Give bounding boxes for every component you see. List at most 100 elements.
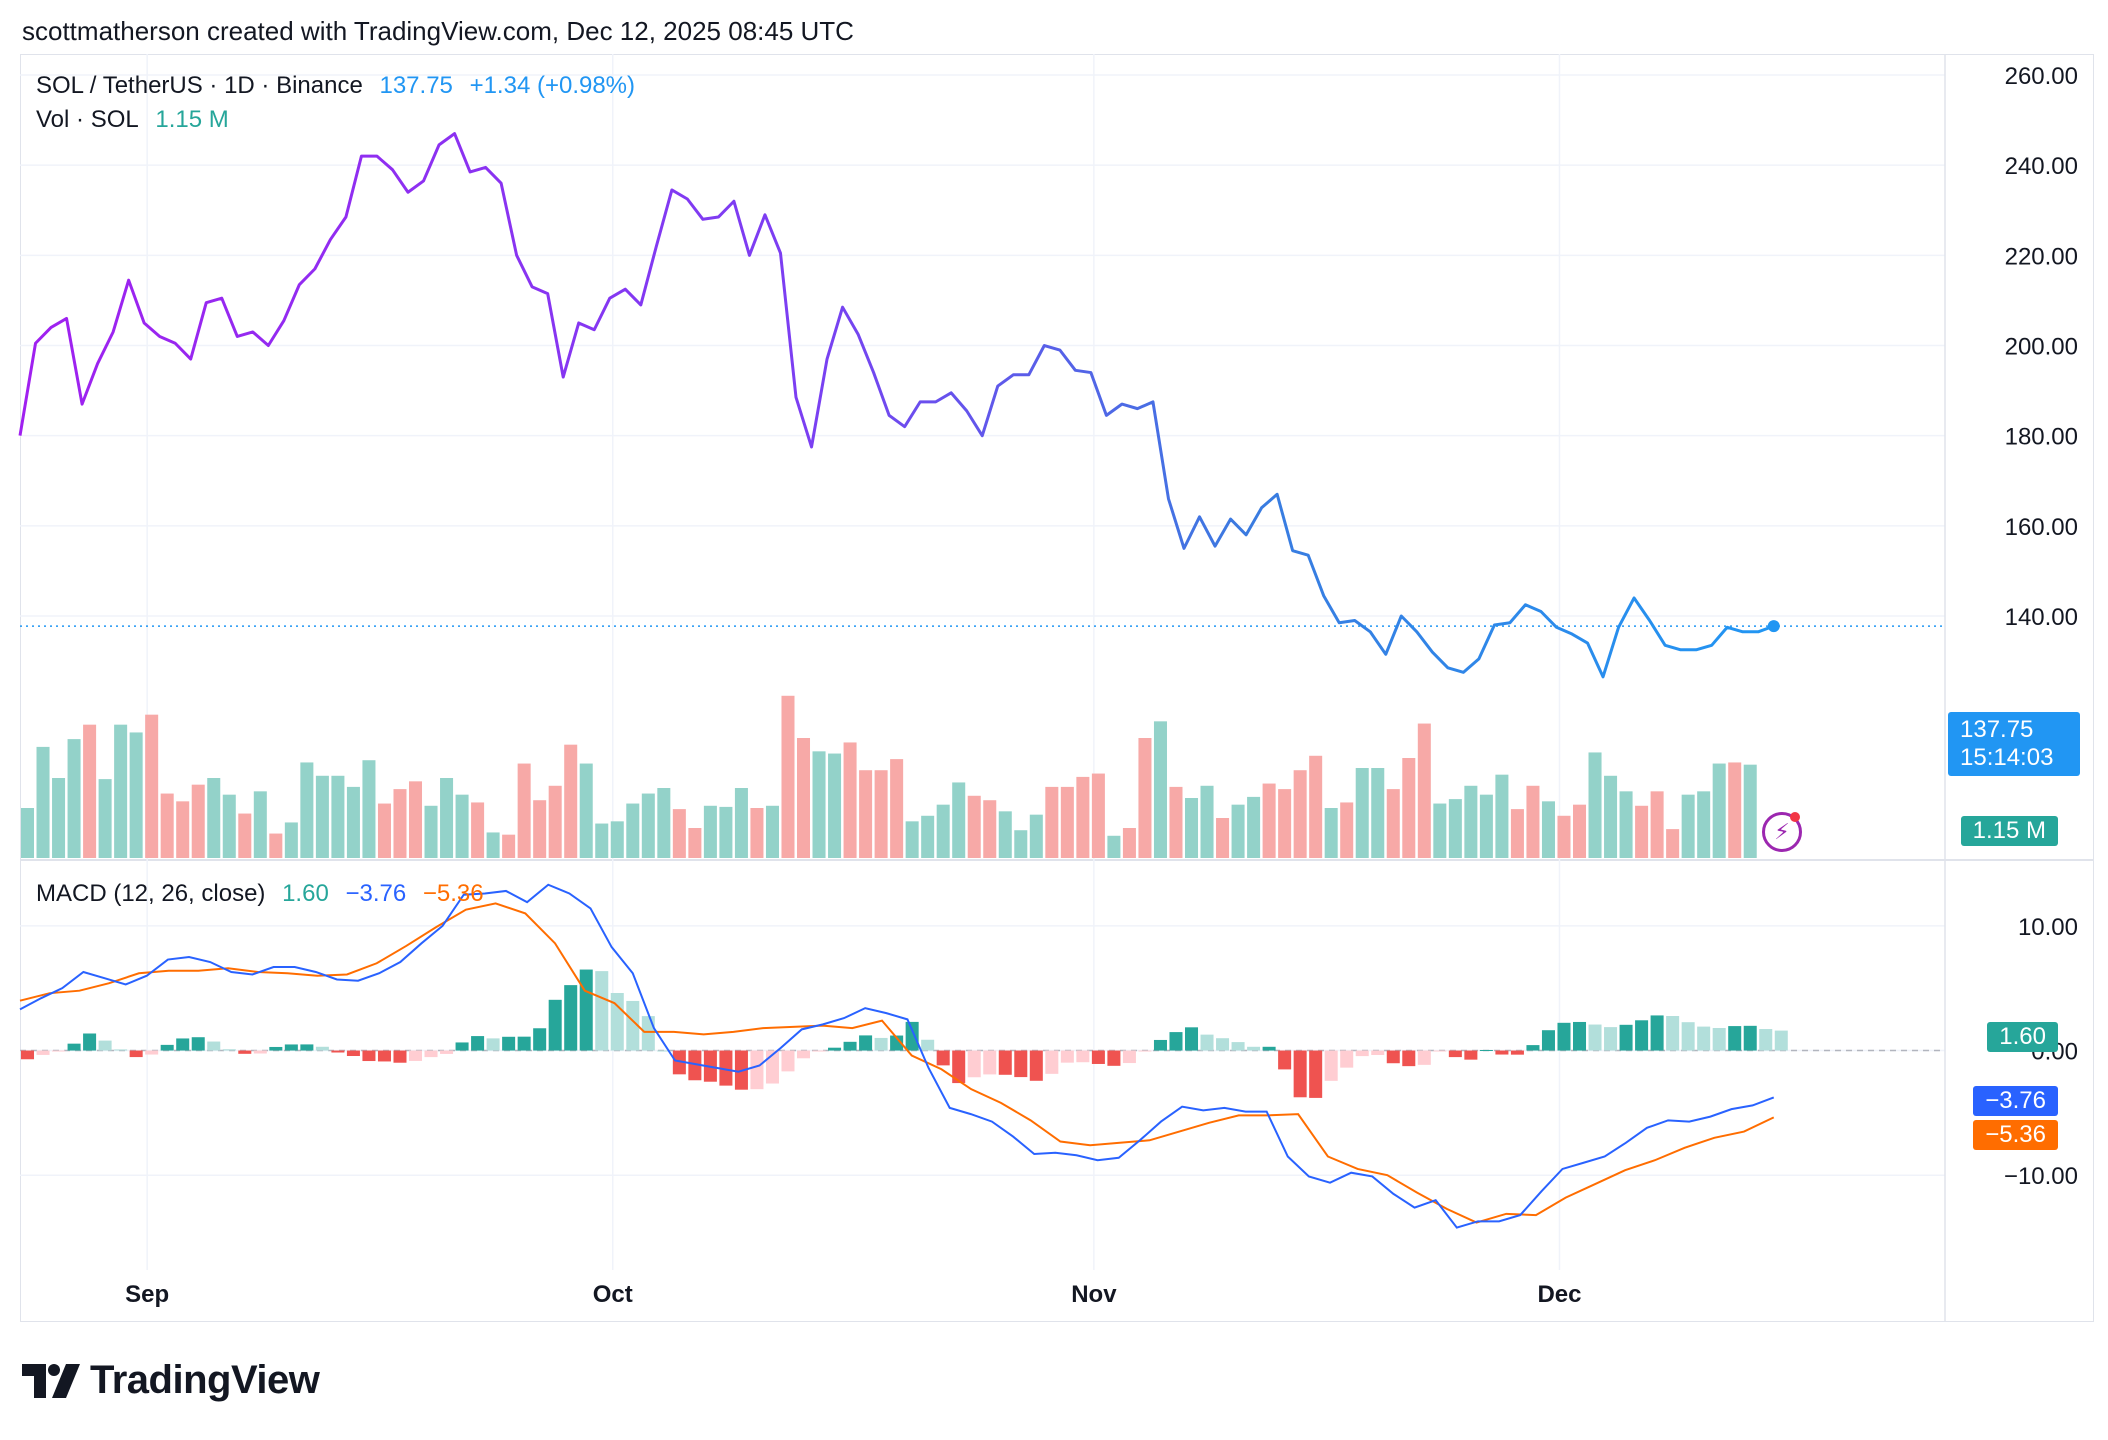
macd-histogram-bar: [983, 1050, 997, 1075]
macd-label: MACD (12, 26, close): [36, 880, 266, 907]
volume-label: Vol · SOL: [36, 106, 139, 133]
volume-bar: [579, 763, 593, 858]
macd-histogram-bar: [1045, 1050, 1059, 1074]
macd-histogram-bar: [1635, 1020, 1649, 1051]
macd-histogram-bar: [331, 1050, 345, 1053]
volume-bar: [564, 744, 578, 858]
macd-histogram-bar: [1231, 1042, 1245, 1051]
volume-bar: [1262, 783, 1276, 858]
volume-bar: [1231, 804, 1245, 858]
volume-bar: [765, 805, 779, 858]
macd-histogram-bar: [486, 1038, 500, 1051]
price-axis-tick: 240.00: [2005, 153, 2078, 180]
macd-histogram-bar: [750, 1050, 764, 1090]
macd-histogram-bar: [393, 1050, 407, 1063]
volume-bar: [905, 821, 919, 858]
volume-bar: [1216, 818, 1230, 858]
macd-histogram-bar: [1371, 1050, 1385, 1056]
volume-bar: [1479, 794, 1493, 858]
volume-bar: [1169, 786, 1183, 858]
macd-histogram-bar: [812, 1050, 826, 1052]
macd-histogram-bar: [1278, 1050, 1292, 1070]
macd-histogram-bar: [688, 1050, 702, 1081]
volume-bar: [1247, 796, 1261, 858]
volume-bar: [1743, 764, 1757, 858]
price-axis-tick: 160.00: [2005, 514, 2078, 541]
macd-histogram-bar: [952, 1050, 966, 1084]
volume-bar: [517, 763, 531, 858]
macd-histogram-bar: [1309, 1050, 1323, 1098]
volume-bar: [440, 778, 454, 858]
macd-histogram-bar: [1355, 1050, 1369, 1057]
macd-histogram-bar: [67, 1043, 81, 1051]
macd-histogram-bar: [300, 1044, 314, 1051]
tradingview-logo-icon: [22, 1363, 80, 1398]
macd-histogram-bar: [284, 1044, 298, 1051]
macd-histogram-bar: [1262, 1046, 1276, 1051]
lightning-icon[interactable]: ⚡: [1762, 812, 1802, 852]
price-axis-tick: 200.00: [2005, 334, 2078, 361]
volume-bar: [1619, 791, 1633, 858]
price-axis-tick: 140.00: [2005, 604, 2078, 631]
volume-bar: [998, 811, 1012, 858]
macd-histogram-bar: [1091, 1050, 1105, 1064]
tradingview-logo[interactable]: TradingView: [22, 1358, 320, 1403]
volume-bar: [1324, 808, 1338, 858]
macd-histogram-bar: [1293, 1050, 1307, 1098]
volume-bar: [952, 782, 966, 858]
volume-bar: [1355, 768, 1369, 858]
macd-histogram-bar: [362, 1050, 376, 1062]
volume-bar: [393, 789, 407, 858]
volume-bar: [269, 833, 283, 858]
volume-bar: [672, 809, 686, 858]
macd-histogram-bar: [1495, 1050, 1509, 1055]
macd-histogram-bar: [1681, 1022, 1695, 1051]
volume-bar: [52, 778, 66, 858]
volume-bar: [284, 822, 298, 858]
macd-histogram-bar: [1464, 1050, 1478, 1060]
volume-bar: [486, 832, 500, 858]
volume-bar: [1728, 762, 1742, 858]
macd-histogram-bar: [83, 1033, 97, 1051]
macd-histogram-bar: [455, 1042, 469, 1051]
volume-bar: [1278, 789, 1292, 858]
volume-bar: [874, 770, 888, 858]
volume-bar: [1495, 774, 1509, 858]
macd-histogram-bar: [1107, 1050, 1121, 1066]
volume-bar: [1200, 785, 1214, 858]
macd-histogram-bar: [843, 1041, 857, 1051]
macd-histogram-bar: [1433, 1050, 1447, 1052]
macd-histogram-bar: [1060, 1050, 1074, 1063]
volume-bar: [502, 834, 516, 858]
macd-histogram-bar: [874, 1037, 888, 1051]
volume-bar: [750, 808, 764, 858]
macd-histogram-bar: [114, 1049, 128, 1051]
macd-histogram-bar: [672, 1050, 686, 1075]
volume-bar: [734, 788, 748, 858]
macd-histogram-bar: [315, 1046, 329, 1051]
volume-bar: [1697, 791, 1711, 858]
volume-bar: [1340, 802, 1354, 858]
macd-histogram-bar: [626, 1000, 640, 1051]
symbol-label: SOL / TetherUS · 1D · Binance: [36, 72, 363, 99]
macd-histogram-bar: [1650, 1015, 1664, 1051]
price-series: [18, 132, 1945, 679]
volume-bar: [843, 742, 857, 858]
macd-histogram-bar: [1122, 1050, 1136, 1064]
macd-histogram-bar: [936, 1050, 950, 1066]
time-axis-tick: Dec: [1537, 1281, 1581, 1308]
price-value: 137.75: [379, 72, 453, 99]
volume-bar: [1293, 770, 1307, 858]
volume-bar: [1635, 805, 1649, 858]
volume-bar: [1185, 798, 1199, 858]
volume-bar: [222, 794, 236, 858]
volume-bar: [1666, 829, 1680, 858]
macd-histogram-bar: [1573, 1021, 1587, 1051]
macd-histogram-bar: [998, 1050, 1012, 1075]
volume-bar: [983, 800, 997, 858]
volume-bar: [797, 738, 811, 858]
volume-bar: [1029, 814, 1043, 858]
macd-histogram-bar: [1728, 1026, 1742, 1051]
macd-histogram-bar: [346, 1050, 360, 1057]
